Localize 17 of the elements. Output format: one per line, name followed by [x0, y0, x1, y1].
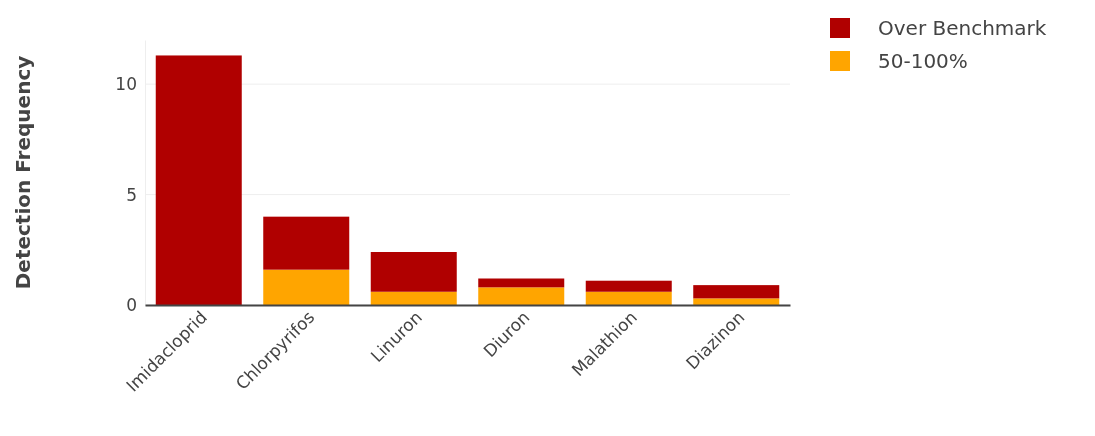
legend-label: 50-100%	[878, 49, 968, 73]
y-axis-title: Detection Frequency	[11, 55, 35, 290]
bar	[263, 269, 350, 305]
bar	[478, 287, 565, 305]
bar	[263, 216, 350, 270]
bar	[693, 298, 780, 305]
y-tick-label: 0	[126, 294, 137, 315]
y-tick-label: 5	[126, 184, 137, 205]
bar	[585, 291, 672, 305]
bar	[693, 285, 780, 299]
bar	[155, 55, 242, 305]
bar	[478, 278, 565, 288]
y-tick-label: 10	[115, 74, 137, 95]
bar	[585, 280, 672, 292]
legend-label: Over Benchmark	[878, 16, 1047, 40]
bar	[370, 252, 457, 292]
bar	[370, 291, 457, 305]
